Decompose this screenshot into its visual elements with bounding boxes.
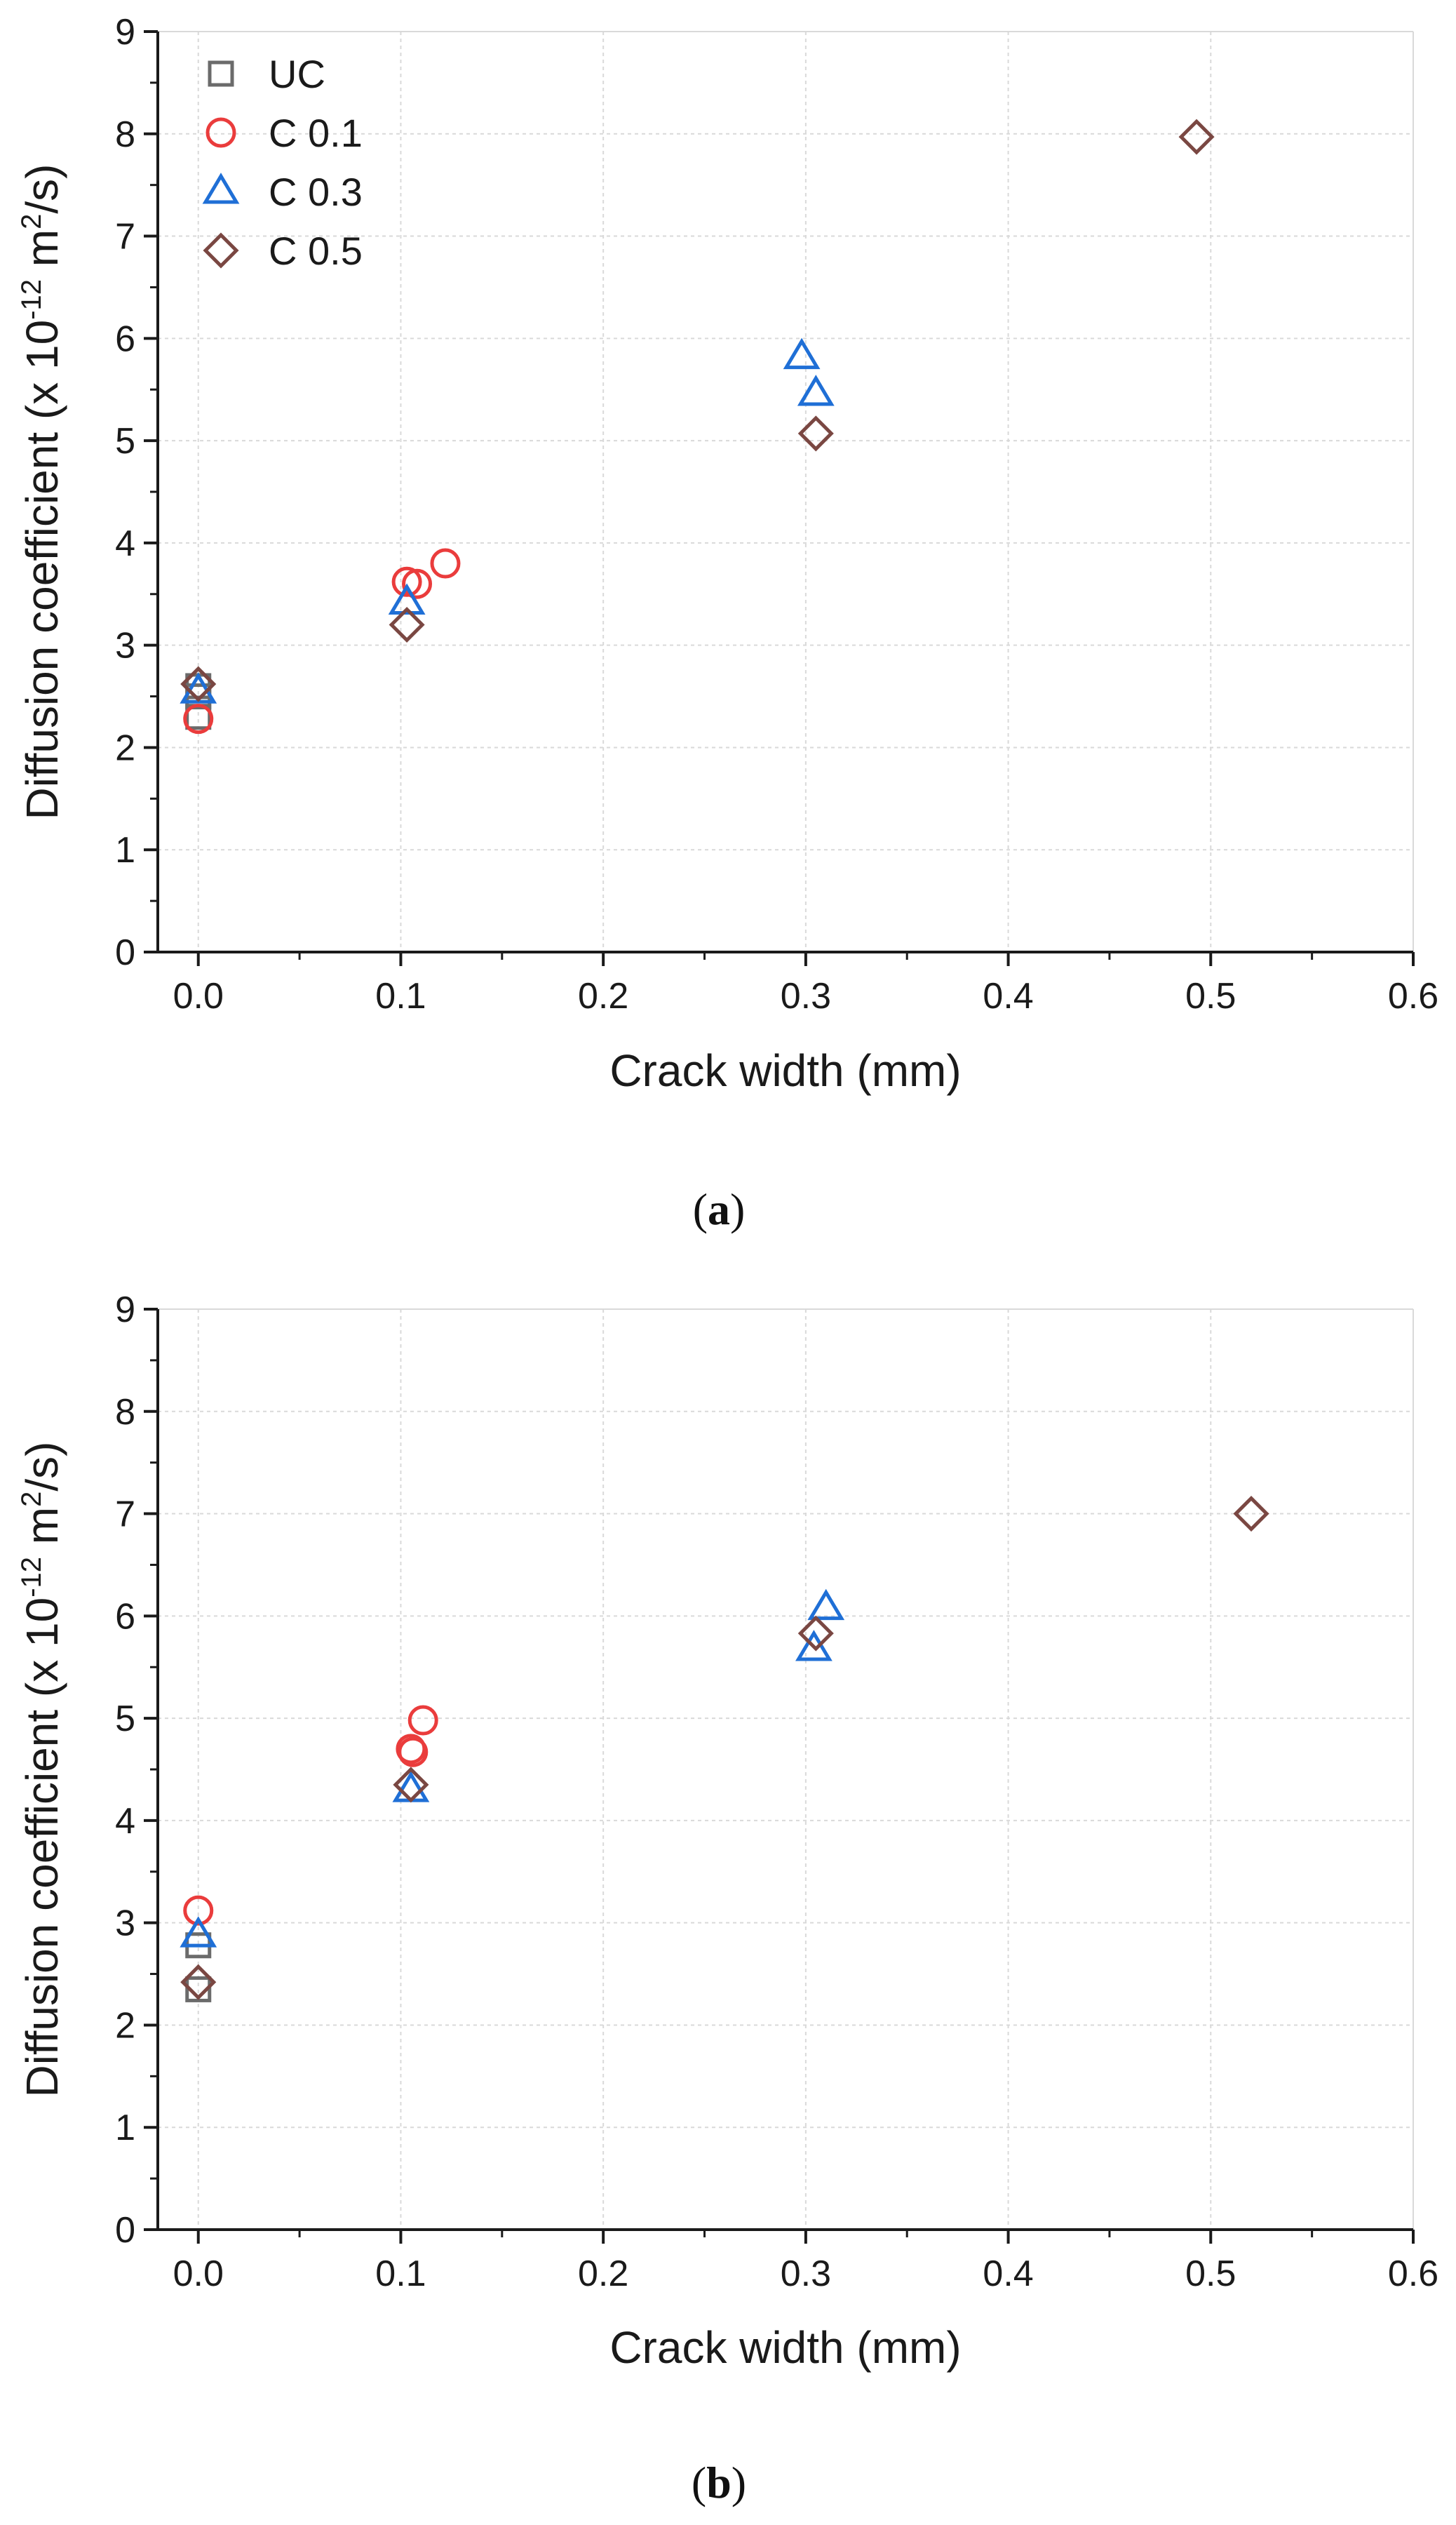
point-c03 bbox=[807, 1588, 845, 1621]
x-tick-label: 0.6 bbox=[1388, 2253, 1438, 2294]
y-tick-label: 0 bbox=[115, 2210, 135, 2251]
x-tick-label: 0.1 bbox=[375, 2253, 426, 2294]
x-tick-label: 0.5 bbox=[1185, 2253, 1236, 2294]
point-c03 bbox=[783, 337, 821, 370]
point-c03 bbox=[180, 1916, 217, 1948]
y-tick-label: 4 bbox=[115, 523, 135, 564]
y-tick-label: 5 bbox=[115, 1699, 135, 1739]
y-tick-label: 7 bbox=[115, 1494, 135, 1535]
x-tick-label: 0.2 bbox=[578, 2253, 628, 2294]
y-tick-label: 6 bbox=[115, 1596, 135, 1637]
point-c05 bbox=[180, 1964, 217, 2000]
y-tick-label: 5 bbox=[115, 421, 135, 462]
point-c05 bbox=[797, 415, 834, 452]
y-tick-label: 9 bbox=[115, 1290, 135, 1330]
legend-marker-c01 bbox=[205, 117, 236, 148]
point-c03 bbox=[388, 583, 426, 615]
y-tick-label: 4 bbox=[115, 1801, 135, 1842]
x-tick-label: 0.3 bbox=[781, 2253, 831, 2294]
y-tick-label: 3 bbox=[115, 626, 135, 667]
y-tick-label: 2 bbox=[115, 2005, 135, 2046]
x-tick-label: 0.1 bbox=[375, 976, 426, 1017]
x-tick-label: 0.0 bbox=[173, 2253, 224, 2294]
y-tick-label: 1 bbox=[115, 830, 135, 871]
legend: UC C 0.1 C 0.3 C 0.5 bbox=[202, 52, 363, 273]
plot-area bbox=[158, 1309, 1413, 2230]
x-tick-label: 0.4 bbox=[983, 2253, 1033, 2294]
y-tick-label: 9 bbox=[115, 12, 135, 53]
legend-marker-c05 bbox=[203, 232, 239, 269]
point-c05 bbox=[180, 666, 217, 702]
point-c01 bbox=[183, 704, 214, 735]
point-c01 bbox=[407, 1705, 438, 1736]
x-axis-title: Crack width (mm) bbox=[609, 1045, 961, 1096]
point-c05 bbox=[393, 1767, 429, 1803]
plot-area bbox=[158, 32, 1413, 952]
panel-label-b: (b) bbox=[692, 2458, 746, 2507]
x-tick-label: 0.4 bbox=[983, 976, 1033, 1017]
y-axis-title: Diffusion coefficient (x 10-12 m2/s) bbox=[16, 164, 67, 820]
y-tick-label: 7 bbox=[115, 217, 135, 257]
point-c05 bbox=[797, 1615, 834, 1652]
point-c01 bbox=[402, 568, 433, 599]
legend-marker-c03 bbox=[202, 173, 240, 204]
y-tick-label: 0 bbox=[115, 932, 135, 973]
point-c05 bbox=[1178, 119, 1215, 155]
y-tick-label: 1 bbox=[115, 2108, 135, 2148]
chart-b: 0.0 0.1 0.2 0.3 0.4 0.5 0.6 0 1 2 3 4 5 6 7 8 9 Crack wid… bbox=[16, 1290, 1438, 2373]
x-tick-label: 0.5 bbox=[1185, 976, 1236, 1017]
y-tick-label: 3 bbox=[115, 1903, 135, 1944]
point-c01 bbox=[183, 1895, 214, 1926]
point-c01 bbox=[430, 548, 461, 579]
y-tick-label: 8 bbox=[115, 114, 135, 155]
point-c01 bbox=[391, 566, 422, 597]
x-tick-label: 0.0 bbox=[173, 976, 224, 1017]
legend-label-uc: UC bbox=[269, 52, 325, 96]
x-tick-label: 0.2 bbox=[578, 976, 628, 1017]
y-tick-label: 2 bbox=[115, 728, 135, 768]
legend-label-c03: C 0.3 bbox=[269, 170, 363, 214]
y-axis-title: Diffusion coefficient (x 10-12 m2/s) bbox=[16, 1442, 67, 2098]
point-c03 bbox=[795, 1630, 833, 1661]
point-uc bbox=[185, 1976, 212, 2002]
x-tick-label: 0.6 bbox=[1388, 976, 1438, 1017]
y-tick-label: 6 bbox=[115, 319, 135, 359]
x-axis-title: Crack width (mm) bbox=[609, 2322, 961, 2373]
chart-a: 0.0 0.1 0.2 0.3 0.4 0.5 0.6 0 1 2 3 4 5 6 7 8 9 Crack wid… bbox=[16, 12, 1438, 1096]
y-tick-label: 8 bbox=[115, 1392, 135, 1433]
legend-label-c05: C 0.5 bbox=[269, 229, 363, 273]
panel-label-a: (a) bbox=[693, 1184, 746, 1234]
x-tick-label: 0.3 bbox=[781, 976, 831, 1017]
point-c05 bbox=[1233, 1496, 1269, 1532]
legend-label-c01: C 0.1 bbox=[269, 111, 363, 155]
point-c01 bbox=[398, 1736, 429, 1767]
point-c03 bbox=[797, 375, 835, 406]
legend-marker-uc bbox=[208, 60, 234, 87]
point-c05 bbox=[389, 606, 425, 643]
